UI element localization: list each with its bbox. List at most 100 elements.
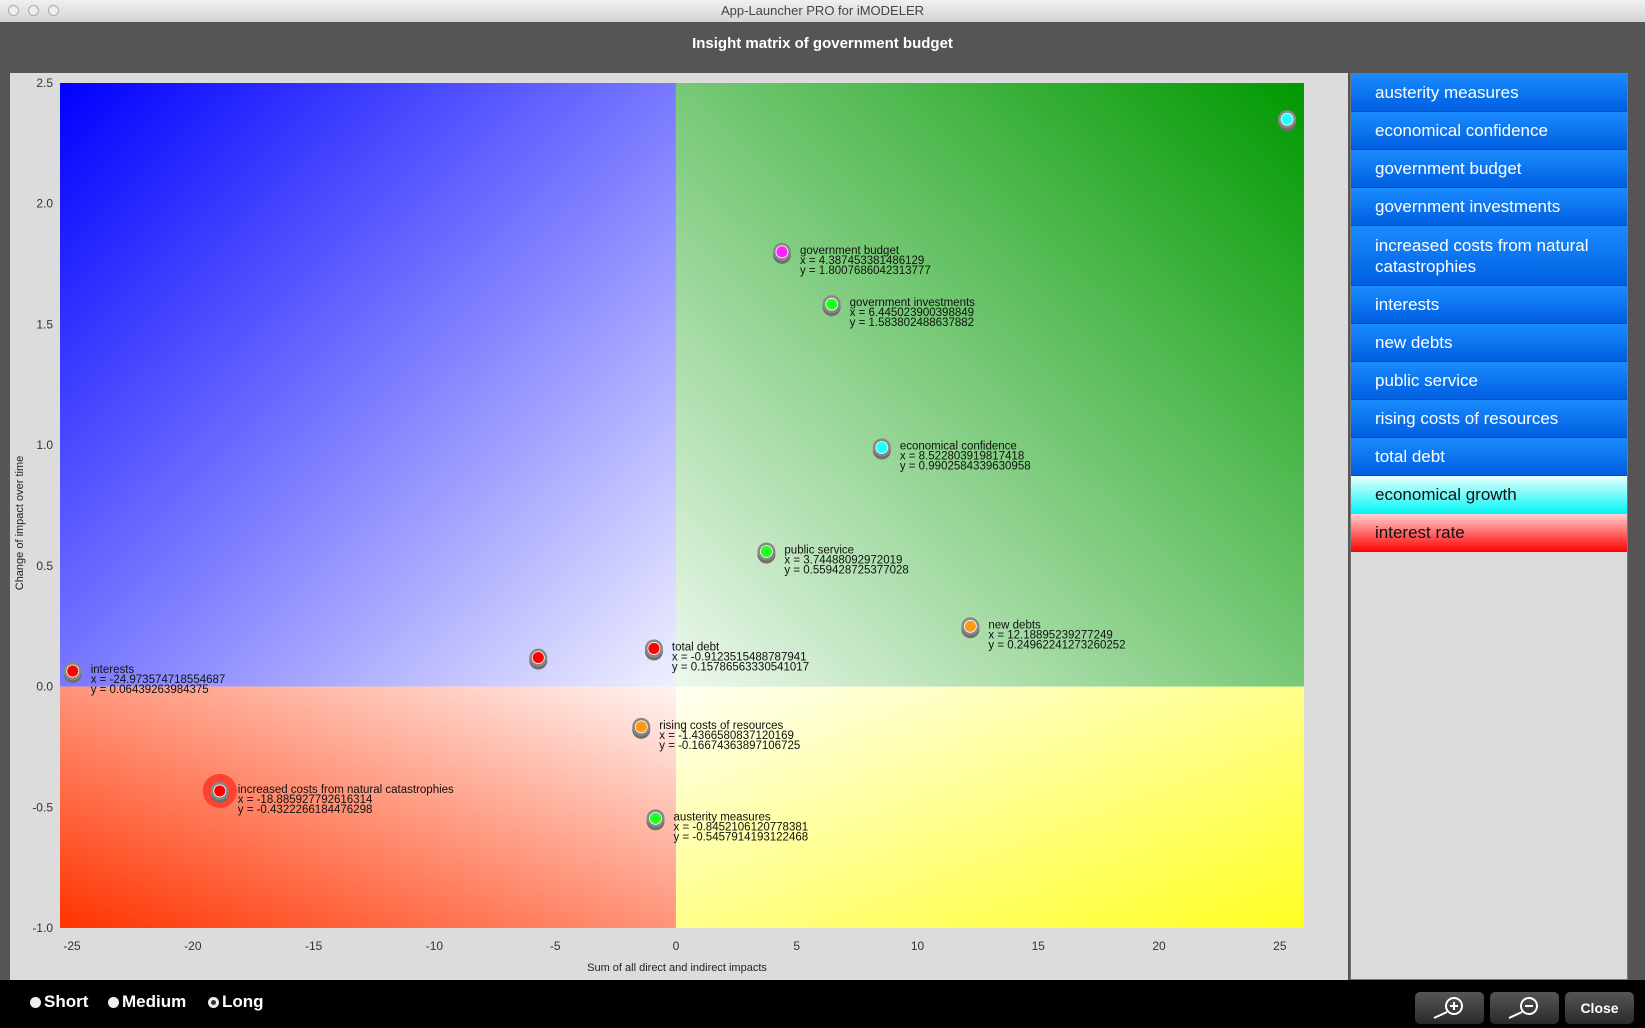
point-x-value: x = -24.973574718554687: [91, 674, 226, 686]
point-label: public service: [784, 545, 854, 557]
data-point[interactable]: [529, 648, 548, 670]
point-marker: [531, 651, 545, 664]
y-axis-label: Change of impact over time: [14, 456, 26, 591]
data-point[interactable]: [1278, 110, 1297, 132]
zoom-window-button[interactable]: [48, 5, 59, 16]
factor-list: austerity measures economical confidence g…: [1350, 73, 1628, 980]
factor-list-item[interactable]: government investments: [1351, 188, 1627, 226]
point-marker: [875, 441, 889, 454]
point-marker: [775, 245, 789, 259]
y-tick-label: 1.0: [36, 438, 53, 452]
point-x-value: x = 3.74488092972019: [784, 555, 902, 567]
close-window-button[interactable]: [8, 5, 19, 16]
zoom-out-button[interactable]: [1490, 992, 1559, 1024]
zoom-in-button[interactable]: [1415, 992, 1484, 1024]
factor-list-item[interactable]: interests: [1351, 286, 1627, 324]
factor-list-item[interactable]: increased costs from natural catastrophi…: [1351, 226, 1627, 286]
x-tick-label: -5: [550, 939, 561, 953]
point-y-value: y = 1.583802488637882: [850, 317, 974, 329]
x-tick-label: 0: [673, 939, 680, 953]
x-tick-label: -10: [426, 939, 444, 953]
app-window: Insight matrix of government budget -25-…: [0, 22, 1645, 1028]
point-y-value: y = 0.15786563330541017: [672, 661, 809, 673]
page-title: Insight matrix of government budget: [692, 35, 953, 52]
close-button[interactable]: Close: [1565, 992, 1634, 1024]
point-marker: [825, 297, 839, 311]
radio-medium[interactable]: Medium: [108, 992, 186, 1012]
radio-dot-selected-icon: [208, 996, 219, 1008]
factor-list-item[interactable]: government budget: [1351, 150, 1627, 188]
point-label: total debt: [672, 641, 720, 653]
point-marker: [1280, 112, 1294, 126]
point-y-value: y = 0.559428725377028: [784, 565, 908, 577]
x-tick-label: -25: [63, 939, 81, 953]
point-label: new debts: [988, 619, 1041, 631]
factor-list-item[interactable]: austerity measures: [1351, 74, 1627, 112]
point-label: austerity measures: [674, 811, 771, 823]
radio-short[interactable]: Short: [30, 992, 88, 1012]
y-tick-label: 0.0: [36, 680, 53, 694]
point-y-value: y = 1.8007686042313777: [800, 265, 931, 277]
factor-list-item[interactable]: economical growth: [1351, 476, 1627, 514]
radio-label: Long: [222, 992, 264, 1011]
radio-long[interactable]: Long: [208, 992, 264, 1012]
minimize-window-button[interactable]: [28, 5, 39, 16]
point-label: economical confidence: [900, 440, 1017, 452]
point-marker: [634, 720, 648, 734]
x-tick-label: 10: [911, 939, 925, 953]
x-tick-label: 5: [793, 939, 800, 953]
window-title: App-Launcher PRO for iMODELER: [720, 3, 925, 18]
point-marker: [649, 811, 662, 825]
point-label: interests: [91, 664, 135, 676]
quadrant-top-right: [675, 83, 1304, 687]
factor-list-item[interactable]: total debt: [1351, 438, 1627, 476]
y-tick-label: 1.5: [36, 317, 53, 331]
factor-list-item[interactable]: public service: [1351, 362, 1627, 400]
point-marker: [213, 784, 227, 798]
point-x-value: x = -18.885927792616314: [238, 794, 373, 806]
x-tick-label: 20: [1152, 939, 1166, 953]
point-x-value: x = 6.445023900398849: [850, 307, 974, 319]
point-y-value: y = -0.4322266184476298: [238, 804, 373, 816]
data-point[interactable]: increased costs from natural catastrophi…: [202, 773, 454, 816]
point-label: government budget: [800, 245, 900, 257]
quadrant-bottom-left: [60, 686, 676, 928]
factor-list-item[interactable]: new debts: [1351, 324, 1627, 362]
point-label: government investments: [850, 297, 976, 309]
point-marker: [963, 619, 977, 633]
zoom-in-icon: [1433, 997, 1463, 1019]
title-bar: App-Launcher PRO for iMODELER: [0, 0, 1645, 23]
bottom-bar: Short Medium Long Close: [0, 980, 1645, 1028]
y-tick-label: 2.0: [36, 197, 53, 211]
point-y-value: y = -0.16674363897106725: [659, 740, 800, 752]
insight-matrix-chart[interactable]: -25 -20 -15 -10 -5 0 5 10 15 20 25 2.5 2.0 1.5 1.0 0.5 0…: [10, 73, 1348, 980]
radio-label: Short: [44, 992, 89, 1011]
point-label: increased costs from natural catastrophi…: [238, 784, 454, 796]
radio-dot-icon: [108, 996, 119, 1008]
point-x-value: x = -1.4366580837120169: [659, 730, 794, 742]
y-tick-label: 0.5: [36, 559, 53, 573]
factor-list-item[interactable]: economical confidence: [1351, 112, 1627, 150]
x-tick-label: -15: [305, 939, 323, 953]
point-marker: [66, 664, 80, 678]
y-tick-label: -1.0: [32, 921, 53, 935]
point-label: rising costs of resources: [659, 720, 783, 732]
point-x-value: x = -0.9123515488787941: [672, 651, 807, 663]
zoom-out-icon: [1508, 997, 1538, 1019]
point-marker: [647, 642, 661, 655]
quadrant-top-left: [60, 83, 676, 687]
chart-panel: -25 -20 -15 -10 -5 0 5 10 15 20 25 2.5 2.0 1.5 1.0 0.5 0…: [10, 73, 1348, 980]
point-marker: [760, 545, 773, 558]
factor-list-item[interactable]: interest rate: [1351, 514, 1627, 552]
x-axis-label: Sum of all direct and indirect impacts: [587, 962, 767, 974]
factor-list-item[interactable]: rising costs of resources: [1351, 400, 1627, 438]
